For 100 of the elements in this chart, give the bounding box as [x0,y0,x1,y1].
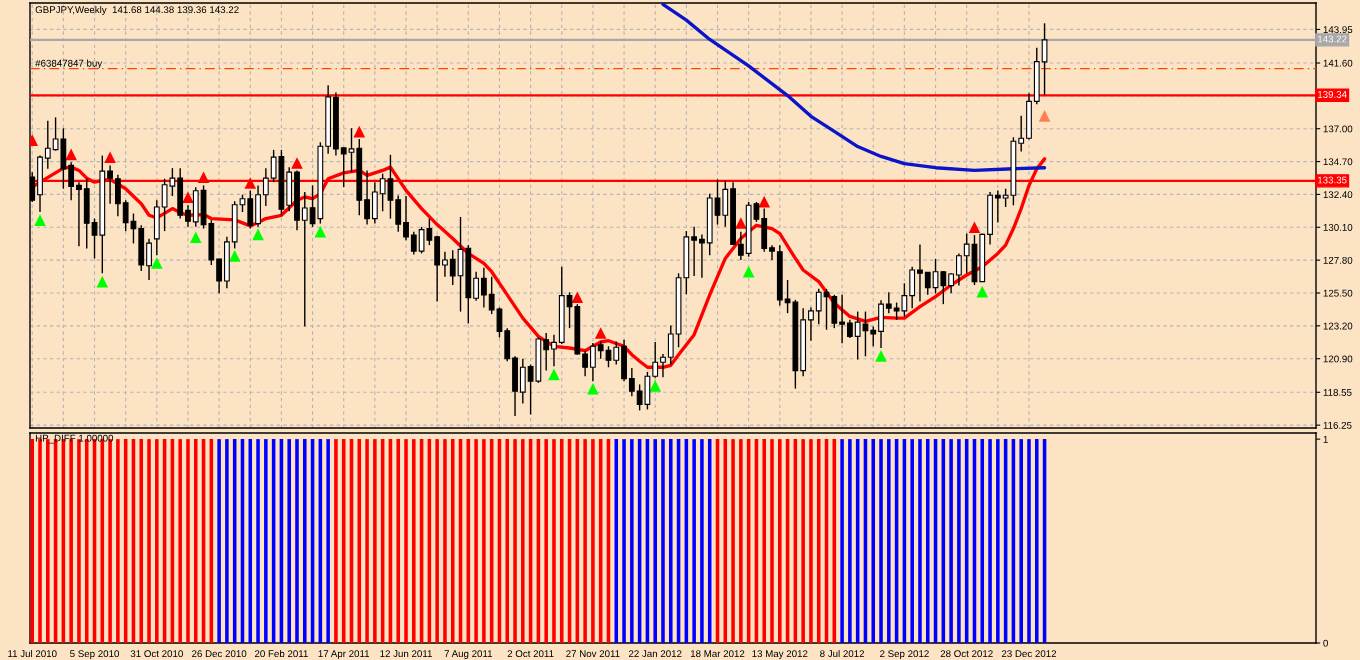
point [244,177,257,189]
y-tick-label: 134.70 [1323,158,1353,166]
x-tick-label: 23 Dec 2012 [1001,650,1057,658]
candlestick [590,342,596,382]
x-tick-label: 28 Oct 2012 [940,650,993,658]
y-tick-label: 127.80 [1323,256,1353,264]
candlestick [403,195,409,241]
candlestick [691,226,698,277]
candlestick [948,272,955,294]
point [228,250,241,262]
candlestick [1018,115,1025,153]
point [875,350,887,362]
x-tick-label: 8 Jul 2012 [820,649,865,658]
line-series [661,3,1047,173]
point [594,327,607,339]
point [735,217,747,229]
x-tick-label: 18 Mar 2012 [690,650,745,658]
candlestick [885,291,892,314]
candlestick [667,324,674,366]
x-tick-label: 27 Nov 2011 [566,650,620,658]
candlestick [660,353,666,378]
candlestick [410,231,417,256]
candlestick [582,350,589,377]
point [65,148,77,161]
x-tick-label: 13 May 2012 [752,650,808,660]
candlestick [543,332,550,372]
y-tick-label: 137.00 [1323,125,1353,133]
point [353,125,366,138]
x-tick-label: 31 Oct 2010 [130,650,183,658]
candlestick [480,267,487,309]
ref-line-label: 139.34 [1318,91,1347,98]
candlestick [364,169,370,226]
chart-title: GBPJPY,Weekly 141.68 144.38 139.36 143.22 [35,5,239,16]
point [197,171,210,184]
y-tick-label: 120.90 [1323,355,1353,363]
candlestick [714,178,721,226]
point [151,257,163,269]
x-tick-label: 22 Jan 2012 [628,650,682,658]
point [1038,110,1051,122]
candlestick [737,231,744,261]
candlestick [956,252,962,287]
candlestick [769,244,775,261]
candlestick [815,288,822,325]
candlestick [185,204,191,228]
candlestick [994,189,1001,224]
x-tick-label: 17 Apr 2011 [318,650,370,660]
point [96,275,109,288]
point [587,382,599,395]
point [189,231,202,244]
y-tick-label: 1 [1323,435,1328,443]
y-tick-label: 116.25 [1323,421,1352,429]
point [968,221,981,234]
candlestick [870,325,877,347]
y-tick-label: 125.50 [1323,289,1353,297]
y-tick-label: 132.40 [1323,191,1353,199]
x-tick-label: 26 Dec 2010 [192,650,247,658]
candlestick [917,243,923,303]
candlestick [551,334,557,367]
y-tick-label: 143.95 [1323,26,1353,34]
point [182,191,194,204]
candlestick [924,271,931,296]
chart-title: HP_DIFF 1.00000 [35,434,114,444]
candlestick [44,120,51,170]
y-tick-label: 0 [1323,639,1328,647]
candlestick [76,181,82,247]
x-tick-label: 2 Sep 2012 [880,650,929,660]
point [34,214,46,226]
candlestick [449,249,456,286]
ref-line-label: 133.35 [1318,176,1347,184]
x-tick-label: 2 Oct 2011 [507,650,554,658]
point [976,285,989,298]
point [649,380,662,392]
candlestick [442,251,448,278]
point [571,291,584,304]
x-tick-label: 12 Jun 2011 [380,650,432,658]
candlestick [216,258,223,294]
point [291,157,303,169]
ref-line-label: #63847847 buy [35,59,103,69]
point [758,195,771,208]
x-tick-label: 11 Jul 2010 [8,649,57,658]
y-tick-label: 130.10 [1323,224,1353,231]
candlestick [652,341,659,379]
y-tick-label: 118.55 [1323,389,1352,396]
ref-line-label: 143.22 [1318,35,1347,43]
x-tick-label: 7 Aug 2011 [444,650,493,660]
candlestick [808,306,814,342]
candlestick [348,127,355,173]
point [742,265,755,278]
point [314,225,327,238]
candlestick [301,191,308,328]
candlestick [68,161,75,201]
x-tick-label: 5 Sep 2010 [70,650,120,660]
candlestick [699,233,705,279]
x-tick-label: 20 Feb 2011 [254,649,308,658]
y-tick-label: 141.60 [1323,59,1353,67]
candlestick [146,238,152,281]
y-tick-label: 123.20 [1323,322,1353,330]
candlestick [107,164,113,205]
candlestick [262,167,269,207]
candlestick [473,271,479,302]
